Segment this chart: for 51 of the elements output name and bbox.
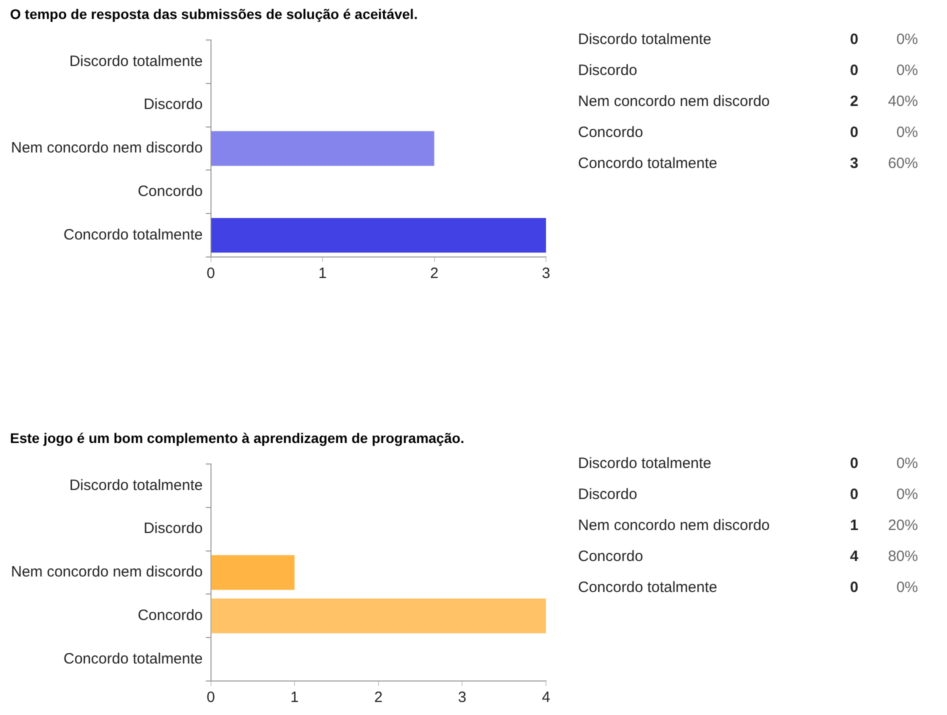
text: Discordo totalmente: [578, 30, 712, 50]
text: 0: [850, 454, 860, 474]
text: 1: [850, 516, 860, 536]
text: 0%: [895, 30, 918, 50]
text: Concordo: [578, 547, 644, 567]
y-tick-label: Discordo: [144, 520, 203, 538]
text: 3: [850, 154, 860, 174]
y-tick-label: Concordo totalmente: [64, 650, 203, 668]
x-tick-label: 2: [430, 265, 438, 282]
y-tick-label: Nem concordo nem discordo: [10, 564, 203, 581]
text: 0%: [895, 578, 918, 598]
text: 0%: [895, 123, 918, 143]
y-tick-label: Discordo totalmente: [69, 476, 203, 494]
text: 4: [850, 547, 860, 567]
text: 0: [850, 123, 860, 143]
text: 0%: [895, 485, 918, 505]
text: 0: [850, 578, 860, 598]
x-tick-label: 3: [458, 689, 466, 706]
text: Nem concordo nem discordo: [578, 516, 771, 536]
x-tick-label: 0: [206, 689, 215, 706]
y-tick-label: Concordo: [138, 607, 203, 624]
x-tick-label: 2: [374, 689, 383, 706]
x-tick-label: 1: [318, 265, 327, 282]
text: Concordo totalmente: [578, 578, 718, 598]
text: Concordo: [578, 123, 644, 143]
text: 0: [850, 30, 860, 50]
x-tick-label: 1: [290, 689, 299, 706]
x-tick-label: 0: [206, 265, 215, 282]
x-tick-label: 4: [542, 689, 550, 706]
text: 0%: [895, 61, 918, 81]
text: 0: [850, 61, 860, 81]
text: 0%: [895, 454, 918, 474]
text: 20%: [886, 516, 918, 536]
text: 40%: [886, 92, 918, 112]
chart-title: O tempo de resposta das submissões de solução é aceitável.: [10, 6, 418, 22]
text: 0: [850, 485, 860, 505]
y-tick-label: Nem concordo nem discordo: [10, 140, 203, 157]
text: Discordo: [578, 61, 638, 81]
y-tick-label: Discordo totalmente: [69, 52, 203, 70]
text: Nem concordo nem discordo: [578, 92, 771, 112]
text: 2: [850, 92, 860, 112]
text: 60%: [886, 154, 918, 174]
text: Discordo: [578, 485, 638, 505]
y-tick-label: Concordo totalmente: [64, 226, 203, 244]
y-tick-label: Discordo: [144, 96, 203, 114]
text: Concordo totalmente: [578, 154, 718, 174]
y-tick-label: Concordo: [138, 183, 203, 200]
chart-title: Este jogo é um bom complemento à aprendizagem de programação.: [10, 430, 464, 446]
text: 80%: [886, 547, 918, 567]
x-tick-label: 3: [542, 265, 550, 282]
text: Discordo totalmente: [578, 454, 712, 474]
